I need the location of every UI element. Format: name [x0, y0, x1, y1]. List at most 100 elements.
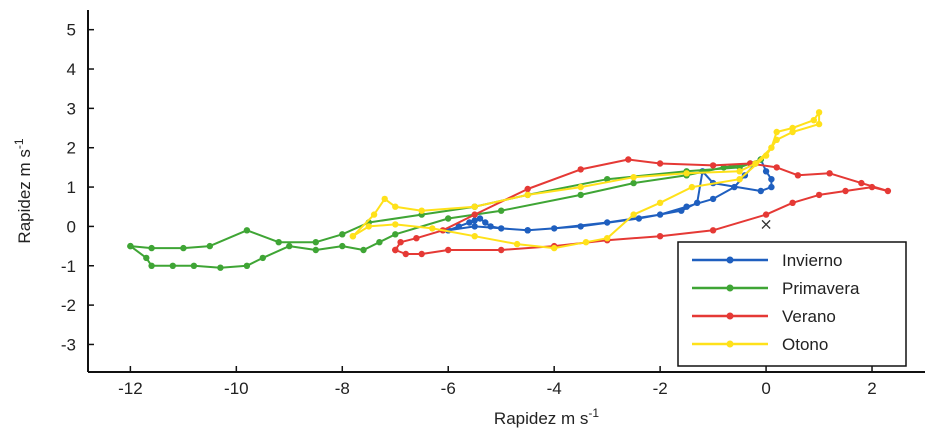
data-point — [858, 179, 865, 187]
data-point — [826, 170, 833, 177]
data-point — [656, 233, 664, 240]
data-point — [360, 246, 367, 254]
data-point — [789, 128, 796, 136]
legend-swatch-marker — [726, 256, 734, 264]
data-point — [736, 168, 743, 175]
data-point — [392, 203, 399, 210]
data-point — [339, 231, 346, 238]
data-point — [524, 185, 531, 193]
x-axis-label-sup: -1 — [588, 406, 599, 420]
data-point — [392, 246, 399, 254]
data-point — [773, 128, 780, 136]
legend: Invierno Primavera Verano Otono — [677, 241, 907, 367]
data-point — [381, 195, 388, 203]
data-point — [418, 250, 425, 258]
data-point — [577, 166, 584, 173]
data-point — [148, 244, 155, 252]
data-point — [339, 242, 346, 250]
legend-entry: Primavera — [692, 279, 860, 298]
data-point — [143, 254, 150, 262]
legend-swatch-marker — [726, 340, 734, 348]
data-point — [169, 262, 176, 269]
legend-swatch-marker — [726, 312, 734, 320]
x-tick-label: -12 — [118, 379, 143, 398]
data-point — [768, 176, 775, 183]
data-point — [604, 219, 611, 226]
data-point — [148, 262, 155, 269]
data-point — [630, 179, 637, 187]
data-point — [815, 120, 823, 128]
data-point — [445, 215, 452, 222]
data-point — [524, 227, 531, 234]
x-tick-label: 2 — [867, 379, 876, 398]
y-axis-label-sup: -1 — [12, 138, 26, 149]
x-tick-label: -8 — [335, 379, 350, 398]
x-axis-label: Rapidez m s-1 — [494, 406, 599, 428]
data-point — [577, 183, 584, 191]
data-point — [498, 225, 505, 232]
y-axis-label-main: Rapidez m s — [15, 149, 34, 243]
y-tick-label: -3 — [61, 335, 76, 354]
data-point — [513, 240, 521, 248]
data-point — [842, 187, 849, 195]
data-point — [762, 152, 770, 159]
data-point — [349, 233, 357, 240]
x-tick-label: -10 — [224, 379, 249, 398]
data-point — [810, 117, 817, 124]
data-point — [312, 246, 319, 254]
data-point — [762, 211, 770, 218]
data-point — [709, 227, 717, 234]
data-point — [656, 199, 664, 206]
data-point — [577, 191, 584, 199]
y-tick-label: -1 — [61, 257, 76, 276]
data-point — [487, 223, 494, 230]
data-point — [180, 244, 187, 252]
y-tick-label: 0 — [67, 217, 76, 236]
legend-entry: Otono — [692, 335, 828, 354]
y-tick-label: 3 — [67, 99, 76, 118]
series-otono — [349, 109, 823, 252]
data-point — [762, 168, 770, 175]
data-point — [471, 217, 478, 224]
data-point — [127, 242, 134, 250]
data-point — [466, 219, 473, 226]
data-point — [694, 199, 701, 206]
data-point — [789, 199, 796, 206]
data-point — [445, 246, 452, 254]
x-marker: × — [759, 214, 772, 233]
data-point — [604, 235, 611, 242]
data-point — [768, 183, 775, 191]
data-point — [482, 219, 489, 226]
data-point — [418, 207, 425, 214]
data-point — [582, 239, 590, 246]
data-point — [498, 246, 505, 254]
data-point — [429, 225, 436, 232]
data-point — [286, 242, 293, 250]
data-point — [630, 174, 637, 181]
data-point — [815, 109, 823, 116]
x-axis-label-main: Rapidez m s — [494, 409, 588, 428]
data-point — [884, 187, 892, 195]
data-point — [773, 136, 780, 143]
data-point — [376, 239, 383, 246]
legend-label: Primavera — [782, 279, 860, 298]
data-point — [794, 172, 802, 179]
data-point — [656, 211, 664, 218]
data-point — [365, 223, 372, 230]
data-point — [471, 233, 478, 240]
data-point — [683, 203, 690, 210]
data-point — [688, 183, 696, 191]
data-point — [731, 183, 738, 191]
data-point — [275, 239, 282, 246]
data-point — [709, 162, 717, 169]
axes — [87, 10, 925, 373]
legend-label: Invierno — [782, 251, 842, 270]
data-point — [217, 264, 224, 271]
data-point — [206, 242, 213, 250]
data-point — [392, 231, 399, 238]
data-point — [656, 160, 664, 167]
x-tick-label: -2 — [653, 379, 668, 398]
y-tick-label: 2 — [67, 139, 76, 158]
